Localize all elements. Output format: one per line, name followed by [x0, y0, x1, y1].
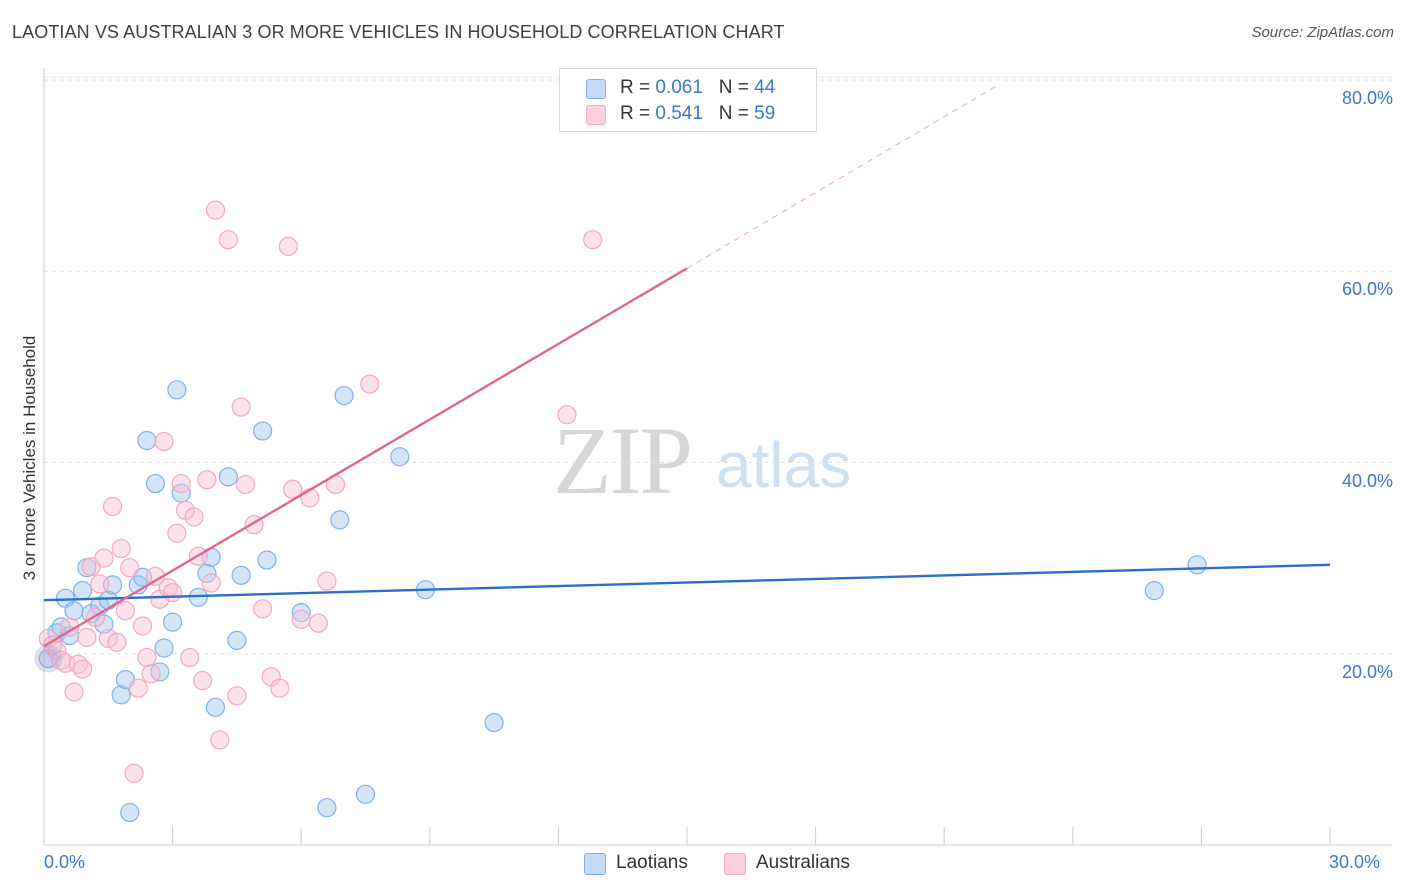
origin-cluster: [34, 644, 63, 673]
bottom-australians-label: Australians: [756, 852, 850, 873]
australians-point-13: [94, 548, 114, 568]
x-tick-min: 0.0%: [44, 852, 86, 872]
australians-trend-extension: [686, 83, 1001, 269]
laotians-point-32: [253, 421, 273, 441]
laotians-point-23: [167, 380, 187, 400]
australians-point-37: [197, 470, 217, 490]
australians-point-17: [111, 538, 131, 559]
stats-legend: R = 0.061 N = 44 R = 0.541 N = 59: [559, 68, 817, 132]
australians-point-15: [102, 496, 123, 517]
y-tick-label-1: 40.0%: [1341, 470, 1393, 491]
watermark-atlas: atlas: [716, 429, 852, 501]
laotians-point-43: [1187, 555, 1207, 575]
laotians-trend-line: [43, 563, 1331, 602]
australians-point-30: [167, 523, 187, 543]
laotians-point-6: [72, 581, 93, 601]
australians-point-39: [205, 200, 226, 220]
y-tick-label-2: 60.0%: [1341, 279, 1393, 300]
australians-point-34: [184, 507, 204, 527]
laotians-n-label: N =: [718, 77, 755, 98]
australians-point-57: [557, 405, 577, 425]
australians-point-19: [120, 558, 140, 578]
laotians-point-22: [163, 612, 183, 632]
laotians-point-5: [64, 601, 84, 621]
australians-point-29: [163, 582, 183, 603]
australians-n-value: 59: [754, 103, 776, 124]
australians-point-9: [77, 627, 97, 648]
laotians-point-13: [111, 685, 131, 705]
australians-point-48: [270, 678, 290, 698]
australians-point-51: [291, 609, 311, 629]
australians-point-12: [90, 574, 110, 594]
laotians-swatch: [586, 79, 606, 99]
laotians-point-15: [120, 802, 140, 823]
australians-point-36: [193, 670, 213, 691]
australians-point-41: [218, 230, 238, 250]
chart-title: LAOTIAN VS AUSTRALIAN 3 OR MORE VEHICLES…: [12, 22, 785, 42]
australians-n-label: N =: [718, 103, 755, 124]
y-tick-label-3: 80.0%: [1341, 88, 1393, 108]
australians-trend-line: [43, 267, 688, 648]
australians-point-22: [132, 616, 153, 636]
australians-point-54: [317, 571, 337, 591]
australians-point-18: [115, 601, 136, 621]
laotians-point-18: [137, 430, 157, 451]
australians-point-46: [253, 599, 273, 619]
australians-point-21: [128, 678, 148, 698]
watermark-zip: ZIP: [553, 407, 693, 514]
bottom-australians-swatch: [724, 853, 746, 875]
australians-point-31: [171, 473, 191, 494]
australians-r-label: R =: [620, 103, 656, 124]
australians-point-40: [210, 730, 230, 750]
laotians-n-value: 44: [754, 77, 776, 98]
x-tick-max: 30.0%: [1329, 852, 1381, 872]
laotians-r-value: 0.061: [655, 77, 703, 98]
laotians-point-28: [205, 697, 226, 717]
australians-point-56: [360, 374, 380, 394]
australians-point-52: [300, 488, 320, 508]
laotians-point-35: [317, 798, 337, 818]
australians-point-23: [137, 647, 157, 668]
laotians-point-36: [330, 510, 350, 530]
laotians-point-38: [355, 784, 376, 804]
source-label: Source: ZipAtlas.com: [1251, 24, 1394, 41]
laotians-point-31: [231, 565, 251, 585]
y-tick-label-0: 20.0%: [1341, 661, 1393, 682]
laotians-point-30: [227, 630, 247, 650]
australians-point-49: [278, 236, 298, 256]
australians-r-value: 0.541: [655, 103, 703, 124]
laotians-point-34: [291, 603, 311, 623]
australians-point-27: [154, 431, 174, 452]
australians-point-42: [227, 686, 247, 706]
australians-point-24: [141, 664, 161, 684]
laotians-point-41: [484, 712, 504, 733]
australians-point-44: [235, 474, 256, 495]
laotians-point-42: [1144, 581, 1164, 601]
australians-point-50: [283, 479, 303, 499]
australians-point-6: [64, 682, 84, 702]
bottom-laotians-label: Laotians: [616, 852, 688, 873]
laotians-point-33: [257, 550, 277, 570]
laotians-point-29: [218, 467, 238, 487]
laotians-point-21: [154, 638, 174, 658]
laotians-r-label: R =: [620, 77, 656, 98]
australians-point-58: [583, 230, 603, 250]
australians-point-43: [231, 397, 251, 417]
bottom-laotians-swatch: [584, 853, 606, 875]
australians-point-38: [201, 573, 221, 593]
laotians-point-25: [188, 587, 208, 607]
australians-point-33: [180, 647, 200, 668]
australians-point-20: [124, 763, 144, 783]
australians-point-53: [308, 613, 328, 633]
laotians-point-19: [145, 473, 166, 494]
australians-point-16: [107, 632, 127, 652]
laotians-point-37: [334, 385, 354, 406]
laotians-point-39: [390, 447, 410, 467]
australians-swatch: [586, 105, 606, 125]
australians-point-8: [72, 659, 93, 679]
